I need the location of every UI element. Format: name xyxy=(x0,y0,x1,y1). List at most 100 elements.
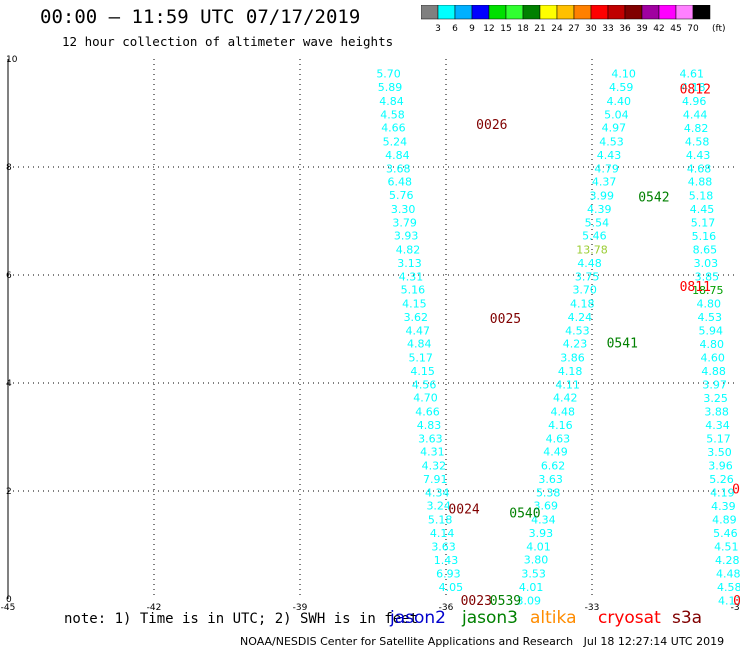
swh-value-label: 3.53 xyxy=(521,568,546,581)
scale-label: 18 xyxy=(517,24,529,34)
swh-value-label: 4.43 xyxy=(686,149,711,162)
swh-value-label: 3.68 xyxy=(386,163,411,176)
swh-value-label: 5.38 xyxy=(536,487,561,500)
swh-value-label: 4.43 xyxy=(597,149,622,162)
color-scale-legend: 3 6 9 12 15 18 21 24 27 30 33 36 39 42 45 70 (ft) xyxy=(421,5,726,34)
scale-label: 70 xyxy=(687,24,699,34)
swh-value-label: 5.17 xyxy=(691,217,716,230)
satellite-cryosat: cryosat xyxy=(598,608,661,628)
swh-value-label: 3.50 xyxy=(707,446,732,459)
scale-label: 27 xyxy=(568,24,579,34)
scale-label: 3 xyxy=(435,24,441,34)
swh-value-label: 3.69 xyxy=(534,500,559,513)
swh-value-label: 3.85 xyxy=(695,271,720,284)
scale-label: 21 xyxy=(534,24,545,34)
swh-value-label: 4.16 xyxy=(548,419,573,432)
pass-time-label: 0024 xyxy=(448,502,479,517)
swh-value-label: 4.34 xyxy=(425,487,450,500)
swh-value-label: 4.19 xyxy=(710,487,735,500)
swh-value-label: 3.80 xyxy=(524,554,549,567)
y-tick-label: 10 xyxy=(6,55,18,65)
y-tick-label: 6 xyxy=(6,271,12,281)
swh-value-label: 4.01 xyxy=(519,581,544,594)
swh-value-label: 5.46 xyxy=(582,230,607,243)
pass-time-label: 0023 xyxy=(461,594,492,609)
scale-swatch xyxy=(692,5,711,20)
swh-value-label: 3.63 xyxy=(538,473,563,486)
swh-value-label: 3.09 xyxy=(516,595,541,608)
scale-label: 42 xyxy=(653,24,664,34)
swh-value-label: 4.49 xyxy=(543,446,568,459)
swh-value-label: 4.68 xyxy=(687,163,712,176)
credit-line: NOAA/NESDIS Center for Satellite Applica… xyxy=(240,635,725,648)
pass-time-label: 0540 xyxy=(509,507,540,522)
swh-value-label: 4.89 xyxy=(712,514,737,527)
swh-value-label: 5.04 xyxy=(604,109,629,122)
swh-value-label: 4.66 xyxy=(381,122,406,135)
swh-value-label: 4.70 xyxy=(413,392,438,405)
swh-value-label: 4.10 xyxy=(611,68,636,81)
swh-value-label: 3.88 xyxy=(704,406,729,419)
swh-value-label: 4.01 xyxy=(526,541,551,554)
swh-value-label: 4.44 xyxy=(683,109,708,122)
swh-value-label: 4.80 xyxy=(697,298,722,311)
swh-value-label: 5.46 xyxy=(713,527,738,540)
swh-value-label: 4.96 xyxy=(682,95,707,108)
swh-value-label: 4.58 xyxy=(717,581,740,594)
swh-value-label: 3.13 xyxy=(397,257,422,270)
swh-value-label: 4.63 xyxy=(546,433,571,446)
scale-label: 33 xyxy=(602,24,613,34)
pass-time-label: 0026 xyxy=(476,118,507,133)
satellite-altika: altika xyxy=(530,608,577,628)
pass-time-label: 0811 xyxy=(680,280,711,295)
chart-title: 00:00 – 11:59 UTC 07/17/2019 xyxy=(40,6,361,28)
swh-value-label: 4.47 xyxy=(406,325,431,338)
swh-value-label: 4.88 xyxy=(701,365,726,378)
scale-label: 24 xyxy=(551,24,563,34)
swh-value-label: 3.79 xyxy=(392,217,417,230)
scale-label: 9 xyxy=(469,24,475,34)
pass-time-label: 0025 xyxy=(490,312,521,327)
swh-value-label: 4.28 xyxy=(715,554,740,567)
swh-value-label: 4.18 xyxy=(681,81,706,94)
swh-value-label: 4.56 xyxy=(412,379,437,392)
x-tick-label: -45 xyxy=(1,603,16,610)
satellite-jason3: jason3 xyxy=(462,608,518,628)
pass-time-label: 0 xyxy=(733,594,740,609)
swh-value-label: 5.26 xyxy=(709,473,734,486)
swh-value-label: 4.53 xyxy=(698,311,723,324)
swh-value-label: 4.53 xyxy=(599,136,624,149)
swh-value-label: 4.80 xyxy=(699,338,724,351)
swh-value-label: 4.39 xyxy=(711,500,736,513)
swh-value-label: 4.53 xyxy=(565,325,590,338)
swh-value-label: 5.16 xyxy=(401,284,426,297)
swh-value-label: 5.18 xyxy=(428,514,453,527)
swh-value-label: 3.63 xyxy=(418,433,443,446)
swh-value-label: 4.40 xyxy=(607,95,632,108)
swh-value-label: 4.48 xyxy=(551,406,576,419)
swh-value-label: 4.59 xyxy=(609,81,634,94)
scale-label: 30 xyxy=(585,24,597,34)
swh-value-label: 5.17 xyxy=(706,433,731,446)
scale-unit: (ft) xyxy=(712,24,726,34)
scale-label: 36 xyxy=(619,24,631,34)
swh-value-label: 4.11 xyxy=(555,379,580,392)
swh-value-label: 3.24 xyxy=(426,500,451,513)
swh-value-label: 4.82 xyxy=(396,244,421,257)
chart-subtitle: 12 hour collection of altimeter wave hei… xyxy=(62,34,394,49)
scale-label: 6 xyxy=(452,24,458,34)
swh-value-label: 5.89 xyxy=(378,81,403,94)
x-tick-label: -42 xyxy=(147,603,162,610)
swh-value-label: 4.18 xyxy=(558,365,583,378)
scale-label: 12 xyxy=(483,24,494,34)
swh-value-label: 6.93 xyxy=(436,568,461,581)
swh-value-label: 3.63 xyxy=(431,541,456,554)
swh-value-label: 4.45 xyxy=(690,203,715,216)
swh-value-label: 4.83 xyxy=(417,419,442,432)
swh-value-label: 4.14 xyxy=(430,527,455,540)
satellite-s3a: s3a xyxy=(672,608,703,628)
swh-value-label: 5.54 xyxy=(585,217,610,230)
swh-value-label: 5.94 xyxy=(698,325,723,338)
swh-value-label: 4.66 xyxy=(415,406,440,419)
swh-value-label: 4.15 xyxy=(410,365,435,378)
